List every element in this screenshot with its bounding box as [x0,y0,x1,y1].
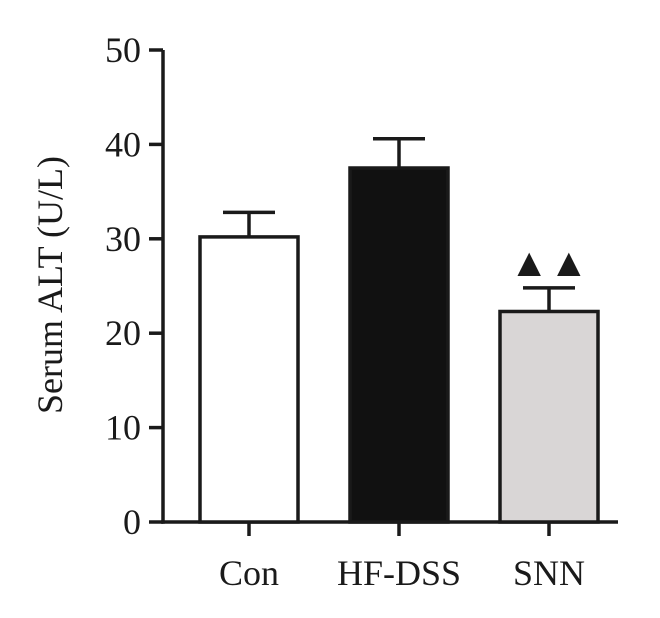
y-tick-label: 50 [105,30,141,70]
x-tick-label: SNN [513,553,585,593]
error-bars [223,136,575,312]
significance-marker: ▲▲ [509,240,588,285]
y-axis-title: Serum ALT (U/L) [30,156,70,414]
annotations: ▲▲ [509,240,588,285]
x-tick-label: Con [219,553,279,593]
y-tick-label: 30 [105,219,141,259]
x-tick-label: HF-DSS [337,553,461,593]
y-tick-label: 10 [105,408,141,448]
bars [198,166,600,524]
bar-hf-dss [348,166,450,524]
y-tick-label: 40 [105,124,141,164]
x-axis: Con HF-DSS SNN [161,520,618,593]
y-tick-label: 0 [123,502,141,542]
bar-con [198,235,300,524]
y-axis: 0 10 20 30 40 50 [105,30,165,542]
y-tick-label: 20 [105,313,141,353]
bar-snn [498,309,600,524]
